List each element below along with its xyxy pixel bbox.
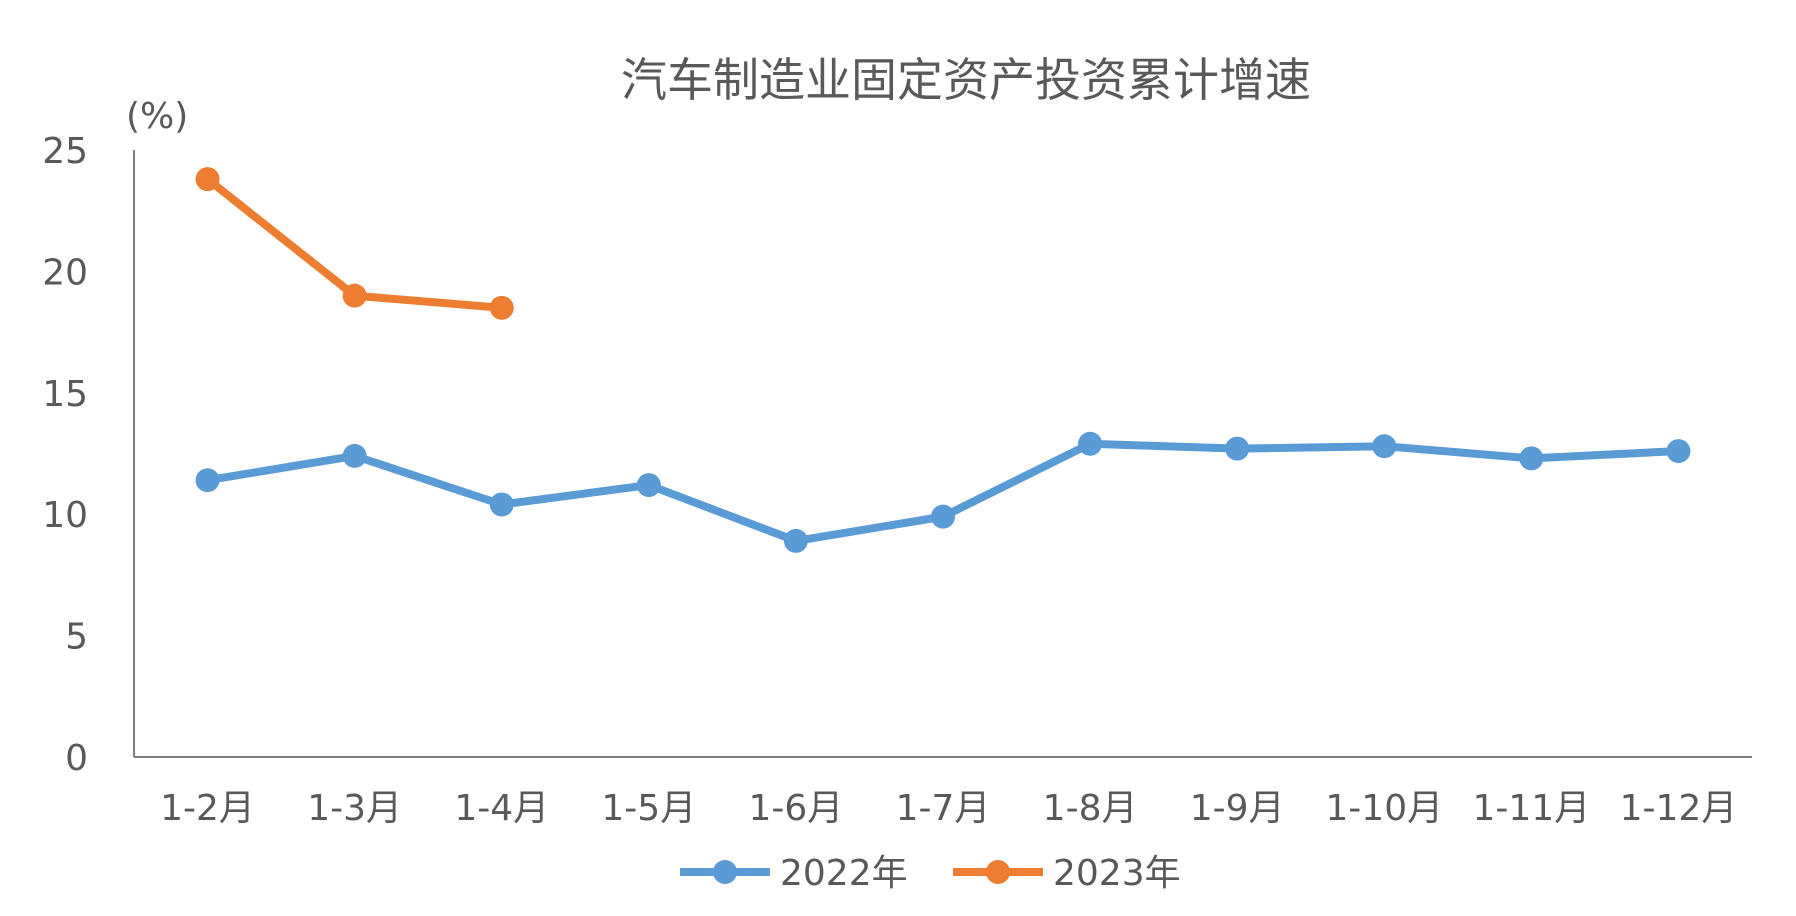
legend-swatch-marker [713, 860, 737, 884]
series-2 [195, 167, 514, 320]
data-point [1666, 439, 1691, 464]
data-point [195, 468, 220, 493]
legend-item: 2023年 [953, 853, 1181, 894]
x-tick-label: 1-9月 [1190, 788, 1285, 829]
data-point [1078, 431, 1103, 456]
y-tick-label: 10 [42, 495, 88, 536]
data-point [489, 492, 514, 517]
legend-label: 2023年 [1053, 853, 1181, 894]
chart-title: 汽车制造业固定资产投资累计增速 [621, 53, 1311, 107]
data-point [342, 283, 367, 308]
x-tick-label: 1-11月 [1473, 788, 1591, 829]
legend-label: 2022年 [780, 853, 908, 894]
y-tick-label: 25 [42, 131, 88, 172]
y-tick-label: 15 [42, 374, 88, 415]
data-point [195, 167, 220, 192]
x-tick-label: 1-12月 [1620, 788, 1738, 829]
data-point [783, 528, 808, 553]
y-tick-label: 20 [42, 252, 88, 293]
y-tick-label: 5 [65, 617, 88, 658]
x-tick-label: 1-2月 [160, 788, 255, 829]
x-tick-label: 1-10月 [1325, 788, 1443, 829]
legend-swatch-marker [986, 860, 1010, 884]
x-tick-label: 1-7月 [896, 788, 991, 829]
x-tick-label: 1-5月 [601, 788, 696, 829]
data-point [1225, 436, 1250, 461]
x-tick-label: 1-8月 [1043, 788, 1138, 829]
data-point [342, 443, 367, 468]
legend-item: 2022年 [680, 853, 908, 894]
y-axis-unit-label: (%) [126, 96, 188, 137]
x-tick-label: 1-4月 [454, 788, 549, 829]
x-tick-label: 1-3月 [307, 788, 402, 829]
data-point [489, 295, 514, 320]
series-1 [195, 431, 1691, 553]
data-point [1519, 446, 1544, 471]
y-tick-label: 0 [65, 738, 88, 779]
data-point [931, 504, 955, 529]
data-point [1372, 434, 1397, 459]
data-point [636, 473, 661, 498]
x-tick-label: 1-6月 [749, 788, 844, 829]
legend: 2022年 2023年 [680, 853, 1181, 894]
